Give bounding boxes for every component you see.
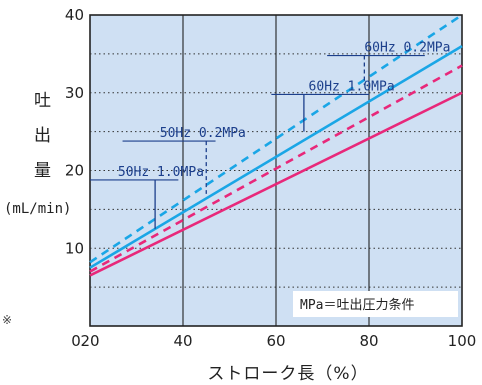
y-tick-label-3: 40: [65, 6, 84, 24]
series-line-2: [89, 64, 463, 273]
grid-lines: [90, 15, 462, 326]
axes: 10 20 30 40 20 40 60 80 100: [65, 6, 476, 350]
series-line-1: [89, 44, 463, 269]
side-mark: ※: [2, 313, 12, 327]
x-tick-label-2: 60: [266, 332, 285, 350]
callout-label-3: 50Hz 1.0MPa: [118, 165, 204, 180]
callout-label-2: 50Hz 0.2MPa: [160, 126, 246, 141]
x-tick-label-4: 100: [448, 332, 477, 350]
y-axis-label-char-2: 出: [34, 126, 51, 146]
x-axis-label: ストローク長（%）: [207, 364, 368, 384]
y-tick-label-0: 10: [65, 239, 84, 257]
callout-label-0: 60Hz 0.2MPa: [364, 41, 450, 56]
y-axis-label-char-3: 量: [34, 161, 51, 181]
note-box: [293, 291, 458, 317]
y-axis-unit: (mL/min): [4, 201, 71, 217]
series-lines: [89, 13, 463, 277]
callout-label-1: 60Hz 1.0MPa: [309, 79, 395, 94]
series-line-0: [89, 13, 463, 264]
y-tick-label-1: 20: [65, 162, 84, 180]
y-tick-label-2: 30: [65, 84, 84, 102]
x-tick-label-1: 40: [173, 332, 192, 350]
callouts: 60Hz 0.2MPa 60Hz 1.0MPa 50Hz 0.2MPa 50Hz 1.…: [90, 41, 450, 229]
x-tick-label-0: 20: [80, 332, 99, 350]
x-tick-label-3: 80: [359, 332, 378, 350]
note-text: MPa＝吐出圧力条件: [300, 297, 414, 313]
series-line-3: [89, 91, 463, 277]
origin-label: 0: [71, 332, 81, 350]
y-axis-label-char-1: 吐: [34, 91, 51, 111]
